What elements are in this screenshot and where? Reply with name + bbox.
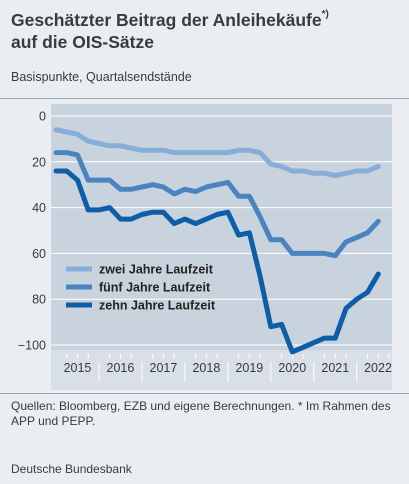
x-tick-label: 2022 (364, 361, 392, 375)
legend-label: zwei Jahre Laufzeit (99, 263, 214, 277)
chart-footnote: Quellen: Bloomberg, EZB und eigene Berec… (11, 399, 391, 428)
x-tick-label: 2020 (278, 361, 306, 375)
y-tick-label: 0 (39, 110, 46, 124)
series-line-2 (53, 150, 381, 259)
y-tick-label: 20 (32, 155, 46, 169)
x-tick-label: 2017 (150, 361, 178, 375)
grid-layer (0, 98, 409, 394)
x-tick-label: 2019 (235, 361, 263, 375)
y-tick-label: −100 (18, 339, 46, 353)
chart-title-line1: Geschätzter Beitrag der Anleihekäufe (11, 9, 322, 30)
title-footnote-marker: *) (321, 9, 329, 20)
x-tick-label: 2015 (64, 361, 92, 375)
series-line-1 (53, 127, 381, 178)
bottom-divider (0, 393, 409, 394)
x-tick-label: 2021 (321, 361, 349, 375)
line-chart: 0 20 40 60 80 −100 2015 2016 2017 2018 2019 2020 202… (0, 98, 409, 394)
series-layer (53, 127, 381, 355)
legend-label: zehn Jahre Laufzeit (99, 299, 216, 313)
axis-layer: 0 20 40 60 80 −100 2015 2016 2017 2018 2019 2020 202… (18, 110, 392, 382)
chart-title: Geschätzter Beitrag der Anleihekäufe*) a… (11, 6, 401, 53)
chart-title-line2: auf die OIS-Sätze (11, 31, 154, 52)
plot-area (51, 104, 392, 350)
legend-layer: zwei Jahre Laufzeit fünf Jahre Laufzeit ze… (66, 263, 216, 313)
publisher-label: Deutsche Bundesbank (11, 462, 132, 476)
x-tick-label: 2016 (107, 361, 135, 375)
x-tick-label: 2018 (192, 361, 220, 375)
series-line-3 (53, 168, 381, 355)
y-tick-label: 60 (32, 247, 46, 261)
y-tick-label: 80 (32, 293, 46, 307)
chart-subtitle: Basispunkte, Quartalsendstände (11, 70, 192, 84)
y-tick-label: 40 (32, 201, 46, 215)
legend-label: fünf Jahre Laufzeit (99, 281, 211, 295)
top-divider (0, 98, 409, 99)
